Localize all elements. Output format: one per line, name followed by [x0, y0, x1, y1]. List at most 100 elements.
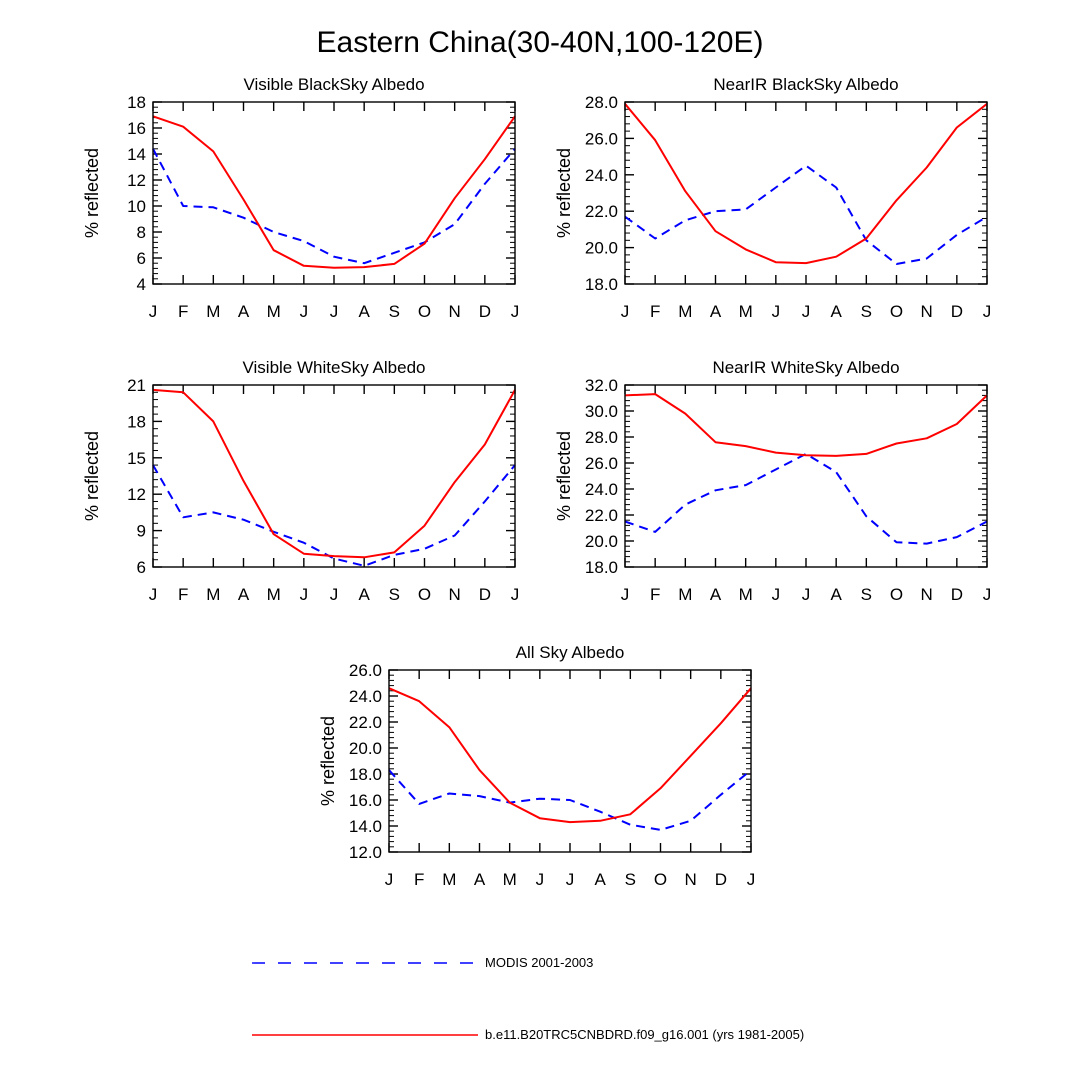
x-tick-label: D	[715, 870, 727, 889]
y-tick-label: 30.0	[585, 402, 618, 421]
y-tick-label: 20.0	[585, 239, 618, 258]
x-tick-label: F	[650, 302, 660, 321]
x-tick-label: J	[802, 585, 811, 604]
y-tick-label: 24.0	[349, 687, 382, 706]
x-tick-label: M	[503, 870, 517, 889]
x-tick-label: J	[330, 302, 339, 321]
modis-series-line	[152, 148, 516, 265]
x-tick-label: A	[830, 585, 842, 604]
y-tick-label: 12	[127, 171, 146, 190]
x-tick-label: F	[178, 302, 188, 321]
y-tick-label: 15	[127, 449, 146, 468]
plot-frame	[624, 384, 988, 568]
x-tick-label: O	[654, 870, 667, 889]
y-tick-label: 28.0	[585, 93, 618, 112]
x-tick-label: S	[625, 870, 636, 889]
x-tick-label: D	[951, 302, 963, 321]
x-tick-label: A	[358, 585, 370, 604]
y-tick-label: 22.0	[349, 713, 382, 732]
x-tick-label: J	[149, 585, 158, 604]
panel-title: NearIR BlackSky Albedo	[713, 75, 898, 94]
x-tick-label: D	[479, 585, 491, 604]
model-series-line	[624, 103, 988, 265]
y-axis-label: % reflected	[554, 431, 574, 521]
x-tick-label: D	[479, 302, 491, 321]
y-tick-label: 22.0	[585, 202, 618, 221]
x-tick-label: F	[414, 870, 424, 889]
modis-series-line	[624, 452, 988, 545]
panel-title: All Sky Albedo	[516, 643, 625, 662]
x-tick-label: M	[267, 585, 281, 604]
y-axis-label: % reflected	[82, 431, 102, 521]
x-tick-label: J	[536, 870, 545, 889]
x-tick-label: N	[449, 302, 461, 321]
x-tick-label: J	[149, 302, 158, 321]
x-tick-label: J	[747, 870, 756, 889]
x-tick-label: M	[442, 870, 456, 889]
y-tick-label: 20.0	[585, 532, 618, 551]
y-tick-label: 22.0	[585, 506, 618, 525]
y-tick-label: 18.0	[585, 275, 618, 294]
plot-frame	[624, 101, 988, 285]
x-tick-label: A	[710, 302, 722, 321]
x-tick-label: J	[566, 870, 575, 889]
x-tick-label: A	[238, 302, 250, 321]
y-tick-label: 24.0	[585, 166, 618, 185]
x-tick-label: A	[238, 585, 250, 604]
x-tick-label: J	[772, 302, 781, 321]
x-tick-label: D	[951, 585, 963, 604]
y-tick-label: 26.0	[349, 661, 382, 680]
x-tick-label: M	[267, 302, 281, 321]
x-tick-label: F	[178, 585, 188, 604]
model-series-line	[624, 393, 988, 457]
plot-frame	[152, 384, 516, 568]
x-tick-label: S	[861, 302, 872, 321]
x-tick-label: J	[300, 302, 309, 321]
y-tick-label: 6	[137, 249, 146, 268]
panel-title: Visible BlackSky Albedo	[243, 75, 424, 94]
panel-title: Visible WhiteSky Albedo	[242, 358, 425, 377]
x-tick-label: J	[802, 302, 811, 321]
y-tick-label: 28.0	[585, 428, 618, 447]
y-axis-label: % reflected	[82, 148, 102, 238]
x-tick-label: M	[739, 585, 753, 604]
y-tick-label: 12	[127, 485, 146, 504]
y-tick-label: 26.0	[585, 129, 618, 148]
y-tick-label: 9	[137, 522, 146, 541]
x-tick-label: O	[418, 302, 431, 321]
x-tick-label: J	[772, 585, 781, 604]
modis-series-line	[152, 464, 516, 567]
x-tick-label: N	[921, 302, 933, 321]
x-tick-label: M	[678, 585, 692, 604]
x-tick-label: J	[330, 585, 339, 604]
x-tick-label: M	[206, 585, 220, 604]
x-tick-label: J	[983, 302, 992, 321]
model-series-line	[152, 388, 516, 559]
y-tick-label: 6	[137, 558, 146, 577]
y-tick-label: 26.0	[585, 454, 618, 473]
y-tick-label: 32.0	[585, 376, 618, 395]
y-axis-label: % reflected	[318, 716, 338, 806]
x-tick-label: M	[739, 302, 753, 321]
y-tick-label: 12.0	[349, 843, 382, 862]
y-tick-label: 21	[127, 376, 146, 395]
y-tick-label: 24.0	[585, 480, 618, 499]
y-tick-label: 18	[127, 93, 146, 112]
x-tick-label: N	[449, 585, 461, 604]
x-tick-label: A	[710, 585, 722, 604]
legend-modis-label: MODIS 2001-2003	[485, 955, 593, 970]
x-tick-label: M	[678, 302, 692, 321]
modis-series-line	[624, 164, 988, 265]
plot-frame	[152, 101, 516, 285]
x-tick-label: O	[890, 302, 903, 321]
x-tick-label: M	[206, 302, 220, 321]
x-tick-label: J	[385, 870, 394, 889]
y-tick-label: 10	[127, 197, 146, 216]
y-tick-label: 8	[137, 223, 146, 242]
x-tick-label: J	[621, 585, 630, 604]
y-tick-label: 20.0	[349, 739, 382, 758]
